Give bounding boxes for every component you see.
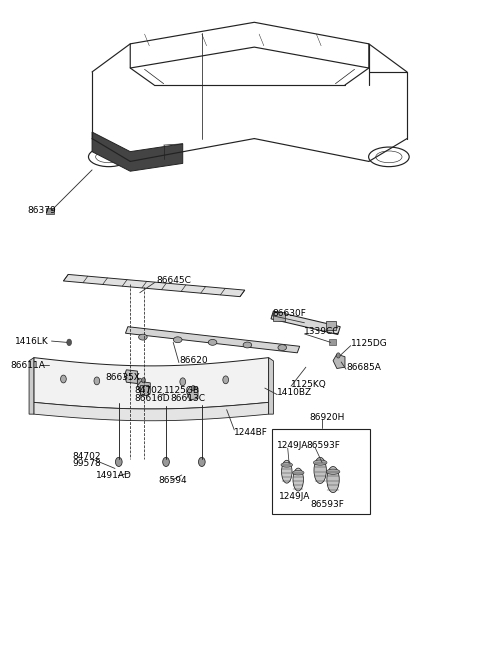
Polygon shape — [125, 327, 300, 353]
Ellipse shape — [281, 461, 292, 483]
Polygon shape — [269, 358, 274, 414]
Ellipse shape — [208, 339, 217, 345]
Circle shape — [60, 375, 66, 383]
Text: 1491AD: 1491AD — [96, 471, 132, 480]
Text: 86593F: 86593F — [307, 441, 341, 450]
Ellipse shape — [292, 470, 304, 475]
Circle shape — [163, 457, 169, 466]
Bar — [46, 208, 54, 215]
Text: 1339CC: 1339CC — [304, 327, 340, 337]
Text: 1125DG: 1125DG — [351, 339, 387, 348]
Text: 86630F: 86630F — [272, 309, 306, 318]
Polygon shape — [271, 311, 340, 335]
Text: 1249JA: 1249JA — [277, 441, 309, 450]
Circle shape — [180, 378, 186, 386]
Ellipse shape — [313, 460, 327, 465]
Text: 86379: 86379 — [28, 206, 56, 215]
Bar — [329, 339, 336, 345]
Circle shape — [137, 379, 143, 386]
Text: 86594: 86594 — [158, 476, 187, 485]
Circle shape — [192, 386, 195, 391]
Bar — [326, 321, 336, 330]
Bar — [274, 312, 285, 321]
Circle shape — [94, 377, 100, 385]
Text: 86613C: 86613C — [171, 394, 206, 403]
Circle shape — [116, 457, 122, 466]
Circle shape — [223, 376, 228, 384]
Polygon shape — [137, 382, 150, 395]
Circle shape — [67, 339, 72, 346]
Polygon shape — [34, 358, 269, 409]
Bar — [140, 386, 148, 395]
Text: 1416LK: 1416LK — [15, 337, 48, 346]
Ellipse shape — [173, 337, 182, 342]
Polygon shape — [333, 354, 345, 369]
Ellipse shape — [326, 469, 340, 474]
Circle shape — [142, 378, 145, 383]
Polygon shape — [34, 402, 269, 420]
Text: 1244BF: 1244BF — [234, 428, 268, 437]
Text: 1410BZ: 1410BZ — [277, 388, 312, 397]
Text: 86645C: 86645C — [156, 276, 192, 285]
Text: 86920H: 86920H — [309, 413, 345, 422]
Ellipse shape — [293, 468, 303, 491]
Text: 1125KQ: 1125KQ — [291, 380, 327, 388]
Text: 86635X: 86635X — [106, 373, 140, 382]
Text: 99578: 99578 — [72, 459, 101, 468]
Ellipse shape — [327, 466, 339, 493]
Text: 1249JA: 1249JA — [279, 492, 311, 501]
Polygon shape — [92, 132, 183, 171]
Text: 1125GB: 1125GB — [164, 386, 200, 395]
Ellipse shape — [243, 342, 252, 348]
Ellipse shape — [281, 462, 292, 467]
Ellipse shape — [278, 344, 287, 350]
Ellipse shape — [139, 334, 147, 340]
Ellipse shape — [314, 457, 326, 483]
Text: 86593F: 86593F — [311, 500, 345, 509]
Text: 86620: 86620 — [179, 356, 207, 365]
Text: 84702: 84702 — [134, 386, 163, 395]
Polygon shape — [187, 387, 198, 400]
Circle shape — [199, 457, 205, 466]
Polygon shape — [124, 370, 137, 384]
Text: 84702: 84702 — [72, 451, 100, 461]
Polygon shape — [29, 358, 34, 414]
Polygon shape — [63, 274, 245, 297]
Text: 86616D: 86616D — [134, 394, 170, 403]
Circle shape — [336, 353, 340, 358]
FancyBboxPatch shape — [273, 429, 370, 514]
Text: 86685A: 86685A — [346, 363, 381, 372]
Text: 86611A: 86611A — [10, 361, 45, 370]
